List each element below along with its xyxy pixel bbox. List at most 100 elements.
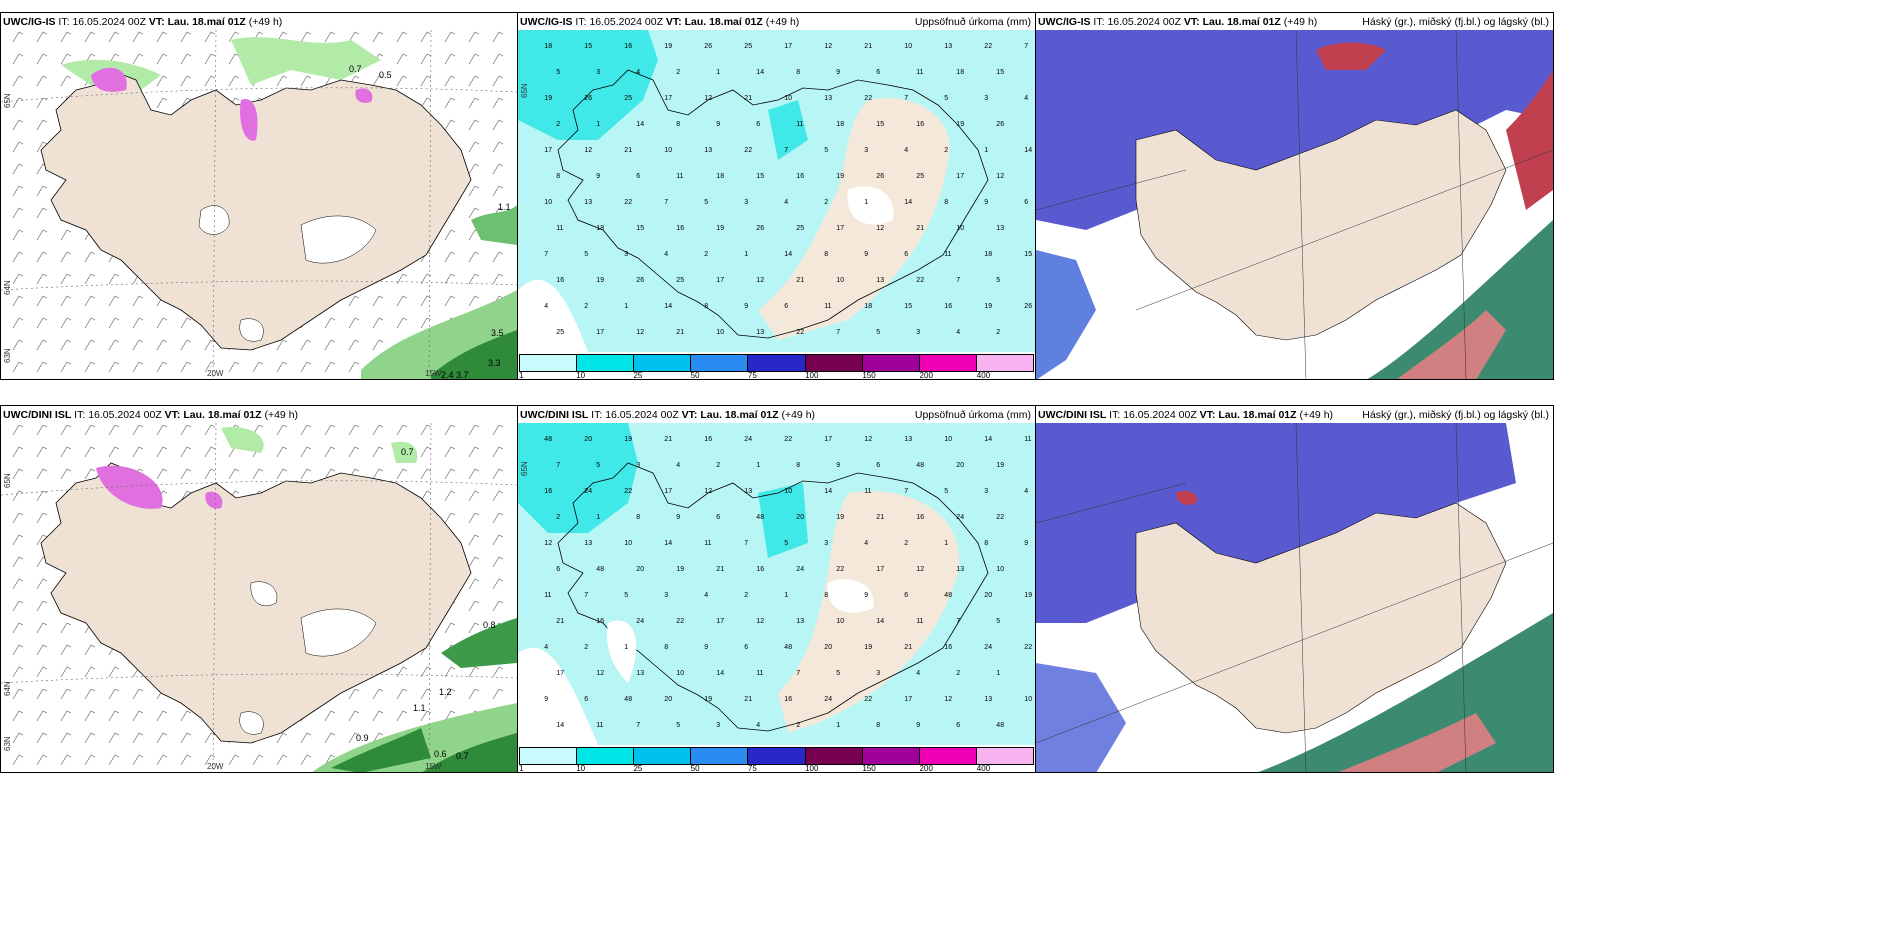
wind-barb xyxy=(468,446,480,458)
wind-barb xyxy=(492,556,504,568)
precip-point-label: 11 xyxy=(676,173,683,180)
wind-barb xyxy=(204,424,216,436)
wind-barb xyxy=(348,317,360,329)
wind-barb xyxy=(252,361,264,373)
wind-barb xyxy=(12,295,24,307)
wind-barb xyxy=(204,754,216,766)
wind-barb xyxy=(396,295,408,307)
colorbar-tick-label: 1 xyxy=(519,764,524,773)
wind-barb xyxy=(492,666,504,678)
it-value: 16.05.2024 00Z xyxy=(1123,409,1197,421)
precip-point-label: 48 xyxy=(756,514,764,521)
precip-point-label: 22 xyxy=(784,436,792,443)
wind-barb xyxy=(468,556,480,568)
wind-barb xyxy=(180,53,192,65)
wind-barb xyxy=(108,273,120,285)
it-label: IT: xyxy=(74,409,86,421)
colorbar-tick-label: 10 xyxy=(576,764,586,773)
wind-barb xyxy=(84,688,96,700)
wind-barb xyxy=(300,75,312,87)
precip-point-label: 20 xyxy=(984,592,992,599)
wind-barb xyxy=(468,119,480,131)
wind-barb xyxy=(12,163,24,175)
wind-barb xyxy=(84,666,96,678)
wind-barb xyxy=(468,273,480,285)
precip-area-dark xyxy=(331,728,431,772)
precip-point-label: 14 xyxy=(876,618,884,625)
cloud-map-svg xyxy=(1036,423,1553,772)
wind-barb xyxy=(324,732,336,744)
colorbar-segment xyxy=(577,355,635,371)
iceland-land xyxy=(1135,502,1507,734)
wind-barb xyxy=(36,644,48,656)
precip-point-label: 17 xyxy=(664,488,672,495)
precip-point-label: 11 xyxy=(944,251,951,258)
wind-barb xyxy=(468,53,480,65)
iceland-land xyxy=(1135,109,1507,341)
precip-value: 0.5 xyxy=(379,70,392,80)
wind-barb xyxy=(36,207,48,219)
wind-barb xyxy=(12,424,24,436)
wind-barb xyxy=(84,339,96,351)
colorbar-segment xyxy=(691,748,749,764)
precip-point-label: 4 xyxy=(1024,488,1028,495)
precip-point-label: 15 xyxy=(1024,251,1032,258)
wind-barb xyxy=(132,317,144,329)
wind-barb xyxy=(276,361,288,373)
precip-area-heavy xyxy=(518,30,658,140)
wind-barb xyxy=(468,207,480,219)
precip-point-label: 6 xyxy=(756,121,760,128)
wind-barb xyxy=(396,688,408,700)
precip-point-label: 6 xyxy=(556,566,560,573)
precip-map-svg: 18 15 16 19 26 25 17 12 21 10 13 22 75 3 4 2 1 14 8 9 6 11 18 1… xyxy=(518,30,1035,352)
wind-barb xyxy=(348,688,360,700)
precip-point-label: 2 xyxy=(944,147,948,154)
precip-point-label: 26 xyxy=(876,173,884,180)
it-value: 16.05.2024 00Z xyxy=(605,409,679,421)
panel-header: UWC/DINI ISL IT: 16.05.2024 00Z VT: Lau.… xyxy=(1038,409,1549,423)
wind-barb xyxy=(132,688,144,700)
wind-barb xyxy=(444,251,456,263)
precip-point-label: 10 xyxy=(784,488,792,495)
wind-barb xyxy=(468,468,480,480)
vt-label: VT: xyxy=(681,409,698,421)
precip-area-dark xyxy=(441,618,517,668)
precip-point-label: 6 xyxy=(876,462,880,469)
lat-label: 63N xyxy=(3,348,12,363)
precip-point-label: 3 xyxy=(664,592,668,599)
wind-barb xyxy=(108,317,120,329)
precip-point-label: 14 xyxy=(716,670,724,677)
precip-point-label: 3 xyxy=(984,95,988,102)
precip-point-label: 5 xyxy=(596,462,600,469)
lead-time: (+49 h) xyxy=(248,16,283,28)
precip-point-label: 9 xyxy=(1024,540,1028,547)
precip-map-panel-top: UWC/IG-IS IT: 16.05.2024 00Z VT: Lau. 18… xyxy=(517,12,1036,380)
wind-barb xyxy=(492,163,504,175)
precip-point-label: 4 xyxy=(904,147,908,154)
precip-point-label: 10 xyxy=(904,43,912,50)
cloud-map xyxy=(1036,30,1553,379)
wind-barb xyxy=(36,512,48,524)
lat-label: 65N xyxy=(520,83,529,98)
wind-barb xyxy=(444,512,456,524)
vt-label: VT: xyxy=(1199,409,1216,421)
wind-barb xyxy=(348,31,360,43)
precip-point-label: 26 xyxy=(756,225,764,232)
wind-barb xyxy=(12,119,24,131)
model-name: UWC/IG-IS xyxy=(520,16,573,28)
wind-barb xyxy=(324,361,336,373)
precip-point-label: 22 xyxy=(864,95,872,102)
precip-point-label: 3 xyxy=(876,670,880,677)
precip-point-label: 4 xyxy=(636,69,640,76)
precip-point-label: 17 xyxy=(956,173,964,180)
precip-point-label: 8 xyxy=(664,644,668,651)
precip-point-label: 1 xyxy=(716,69,720,76)
precip-point-label: 48 xyxy=(916,462,924,469)
wind-barb xyxy=(204,732,216,744)
precip-point-label: 19 xyxy=(664,43,672,50)
wind-barb xyxy=(12,512,24,524)
wind-barb xyxy=(324,317,336,329)
precip-point-label: 21 xyxy=(556,618,564,625)
precip-point-label: 22 xyxy=(864,696,872,703)
wind-barb xyxy=(84,644,96,656)
